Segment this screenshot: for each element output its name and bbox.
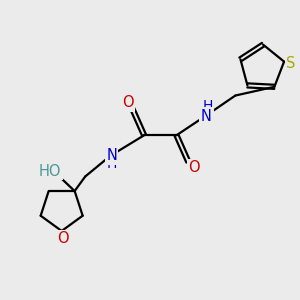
Text: N: N — [106, 148, 117, 164]
Text: HO: HO — [39, 164, 62, 179]
Text: N: N — [200, 109, 211, 124]
Text: S: S — [286, 56, 295, 70]
Text: H: H — [202, 99, 213, 113]
Text: O: O — [57, 231, 69, 246]
Text: H: H — [106, 157, 117, 171]
Text: O: O — [188, 160, 200, 175]
Text: O: O — [122, 95, 134, 110]
